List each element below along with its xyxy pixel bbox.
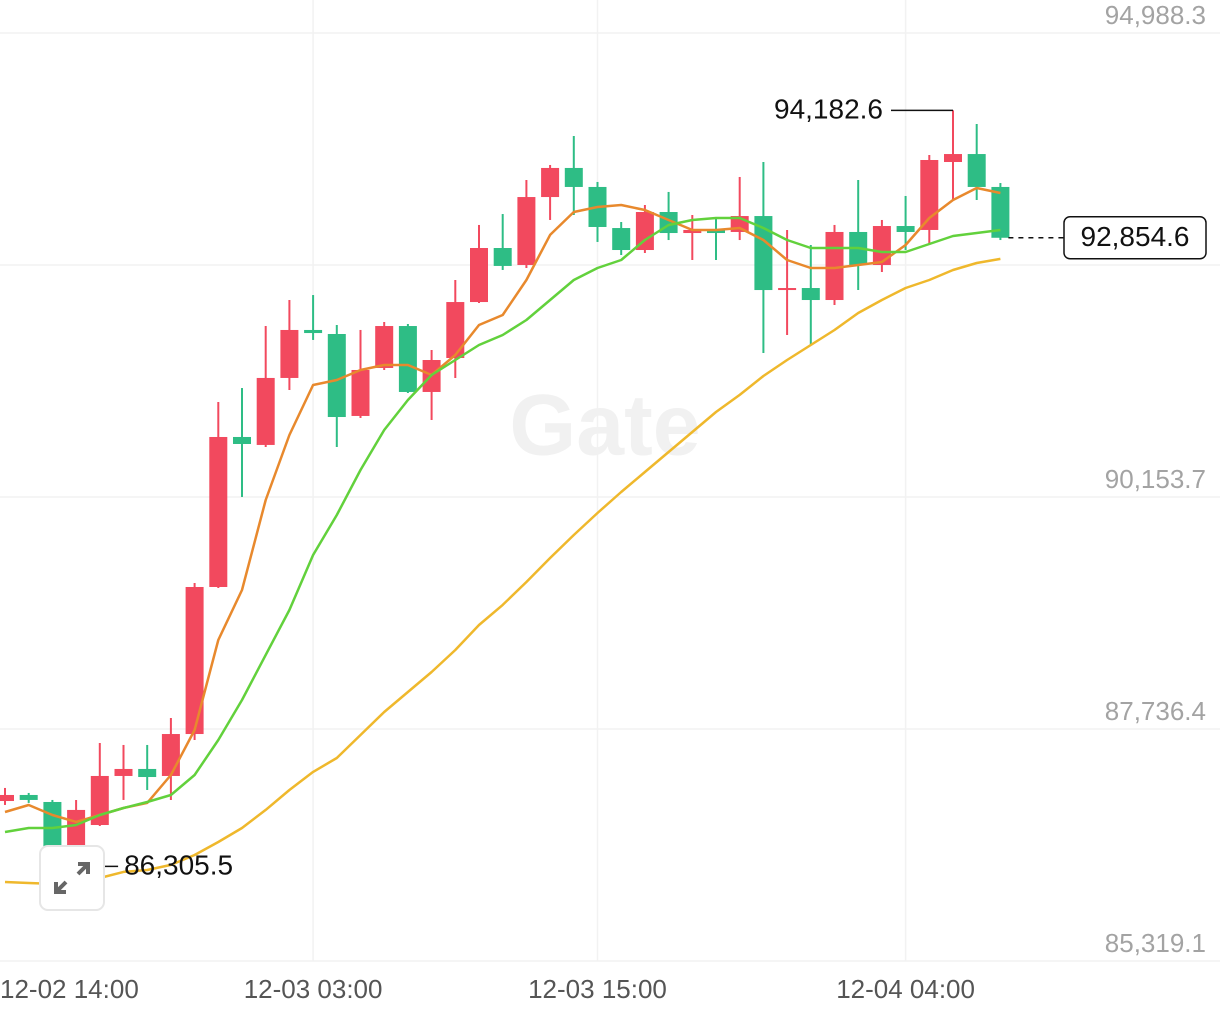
candle-body <box>256 377 275 445</box>
candle-body <box>612 228 631 251</box>
last-price-label: 92,854.6 <box>1081 221 1190 252</box>
x-tick-label: 12-02 14:00 <box>0 974 139 1004</box>
ma-line <box>4 257 1001 886</box>
candle-body <box>161 734 180 776</box>
last-price-box <box>1063 216 1207 260</box>
candle-body <box>493 248 512 266</box>
y-tick-label: 94,988.3 <box>1105 0 1206 30</box>
candle-body <box>398 326 417 392</box>
ma-line <box>4 186 1001 824</box>
candle-body <box>138 768 157 778</box>
candle-body <box>517 197 536 265</box>
candle-body <box>375 326 394 368</box>
candle-body <box>967 154 986 187</box>
x-tick-label: 12-03 15:00 <box>528 974 667 1004</box>
candle-body <box>0 794 14 802</box>
candle-body <box>944 154 962 163</box>
candle-body <box>233 436 251 444</box>
candle-body <box>920 159 939 230</box>
candle-body <box>801 288 820 301</box>
ma-line <box>4 216 1001 834</box>
candle-body <box>446 302 465 358</box>
candle-body <box>185 586 204 735</box>
candle-body <box>683 229 702 234</box>
candle-body <box>754 216 773 291</box>
y-tick-label: 90,153.7 <box>1105 464 1206 494</box>
candle-body <box>707 229 725 234</box>
candle-body <box>304 329 323 334</box>
candle-body <box>778 288 797 291</box>
candle-body <box>209 436 228 587</box>
x-tick-label: 12-04 04:00 <box>836 974 975 1004</box>
grid <box>0 0 1220 962</box>
candle-body <box>991 186 1010 238</box>
candle-body <box>896 226 915 232</box>
plot <box>0 110 1010 886</box>
candle-body <box>19 794 38 800</box>
candle-body <box>635 212 654 251</box>
candle-body <box>351 369 370 416</box>
candle-body <box>564 167 583 187</box>
high-label: 94,182.6 <box>774 94 883 125</box>
x-tick-label: 12-03 03:00 <box>244 974 383 1004</box>
low-label: 86,305.5 <box>124 850 233 881</box>
candle-body <box>541 167 560 198</box>
y-tick-label: 85,319.1 <box>1105 928 1206 958</box>
button-frame[interactable] <box>39 845 105 911</box>
y-tick-label: 87,736.4 <box>1105 696 1206 726</box>
candle-body <box>280 329 299 378</box>
candle-body <box>327 333 346 418</box>
candle-body <box>872 226 891 265</box>
candle-body <box>114 768 133 776</box>
expand-icon[interactable] <box>54 862 90 894</box>
expand-button[interactable] <box>39 845 105 911</box>
candle-body <box>470 248 488 303</box>
watermark: Gate <box>509 378 700 474</box>
